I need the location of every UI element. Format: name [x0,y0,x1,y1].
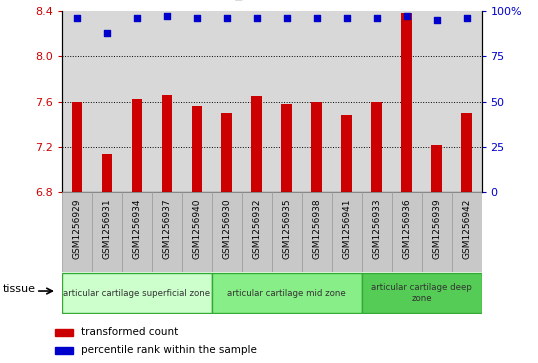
Text: GSM1256936: GSM1256936 [402,199,411,260]
Text: GSM1256939: GSM1256939 [432,199,441,260]
Bar [281,104,292,192]
Point [103,30,111,36]
Text: articular cartilage deep
zone: articular cartilage deep zone [371,284,472,303]
Point [372,15,381,21]
Point [313,15,321,21]
Text: GSM1256933: GSM1256933 [372,199,381,260]
Bar [212,273,362,313]
Text: GSM1256932: GSM1256932 [252,199,261,259]
Bar [212,192,242,272]
Text: GSM1256938: GSM1256938 [312,199,321,260]
Point [282,15,291,21]
Point [462,15,471,21]
Text: GSM1256940: GSM1256940 [192,199,201,259]
Point [252,15,261,21]
Bar [302,192,331,272]
Bar [392,192,422,272]
Text: GSM1256942: GSM1256942 [462,199,471,259]
Text: GSM1256931: GSM1256931 [102,199,111,260]
Text: GSM1256941: GSM1256941 [342,199,351,259]
Bar [401,13,412,192]
Text: tissue: tissue [3,284,36,294]
Text: articular cartilage superficial zone: articular cartilage superficial zone [63,289,210,298]
Bar [431,145,442,192]
Bar [62,273,212,313]
Bar [122,192,152,272]
Bar [55,329,73,336]
Text: GSM1256935: GSM1256935 [282,199,291,260]
Bar [451,192,482,272]
Bar [272,192,302,272]
Point [193,15,201,21]
Bar [342,115,352,192]
Bar [132,99,142,192]
Text: articular cartilage mid zone: articular cartilage mid zone [227,289,346,298]
Bar [92,192,122,272]
Bar [362,192,392,272]
Point [162,13,171,19]
Text: GSM1256930: GSM1256930 [222,199,231,260]
Point [342,15,351,21]
Bar [72,102,82,192]
Text: GSM1256934: GSM1256934 [132,199,141,259]
Text: GSM1256929: GSM1256929 [72,199,81,259]
Bar [371,102,382,192]
Point [432,17,441,23]
Bar [312,102,322,192]
Point [222,15,231,21]
Bar [161,95,172,192]
Point [132,15,141,21]
Text: GSM1256937: GSM1256937 [162,199,171,260]
Point [402,13,411,19]
Bar [192,106,202,192]
Bar [55,347,73,354]
Bar [182,192,212,272]
Bar [222,113,232,192]
Bar [362,273,482,313]
Point [73,15,81,21]
Bar [152,192,182,272]
Bar [422,192,451,272]
Text: percentile rank within the sample: percentile rank within the sample [81,345,257,355]
Bar [102,154,112,192]
Text: transformed count: transformed count [81,327,179,337]
Bar [461,113,472,192]
Bar [331,192,362,272]
Bar [242,192,272,272]
Bar [251,96,262,192]
Bar [62,192,92,272]
